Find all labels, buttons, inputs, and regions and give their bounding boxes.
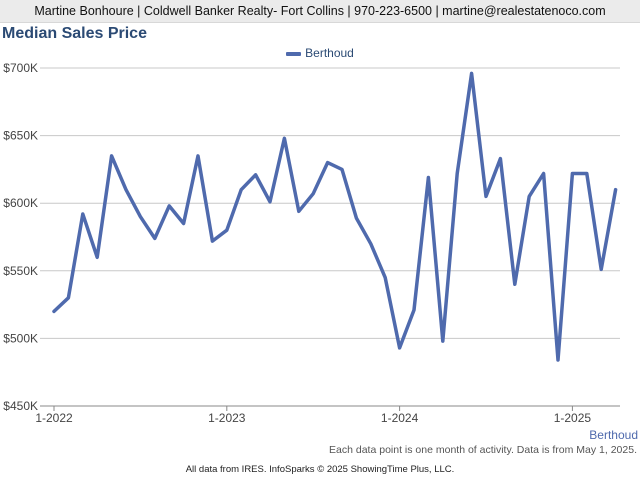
y-tick-label: $450K <box>3 399 38 413</box>
y-tick-label: $700K <box>3 61 38 75</box>
data-source: All data from IRES. InfoSparks © 2025 Sh… <box>185 464 455 475</box>
chart-title: Median Sales Price <box>2 25 147 42</box>
x-tick-label: 1-2024 <box>381 411 419 425</box>
y-tick-label: $600K <box>3 196 38 210</box>
series-line-berthoud <box>52 71 618 362</box>
legend-label: Berthoud <box>305 46 354 60</box>
contact-header: Martine Bonhoure | Coldwell Banker Realt… <box>0 0 640 23</box>
legend-swatch <box>286 51 302 56</box>
x-tick-label: 1-2025 <box>554 411 592 425</box>
x-tick-label: 1-2023 <box>208 411 246 425</box>
y-tick-label: $550K <box>3 264 38 278</box>
legend[interactable]: Berthoud <box>0 46 640 60</box>
y-tick-label: $500K <box>3 331 38 345</box>
series-end-label: Berthoud <box>589 428 638 442</box>
footer-note: Each data point is one month of activity… <box>329 444 637 456</box>
y-tick-label: $650K <box>3 129 38 143</box>
x-tick-label: 1-2022 <box>35 411 73 425</box>
